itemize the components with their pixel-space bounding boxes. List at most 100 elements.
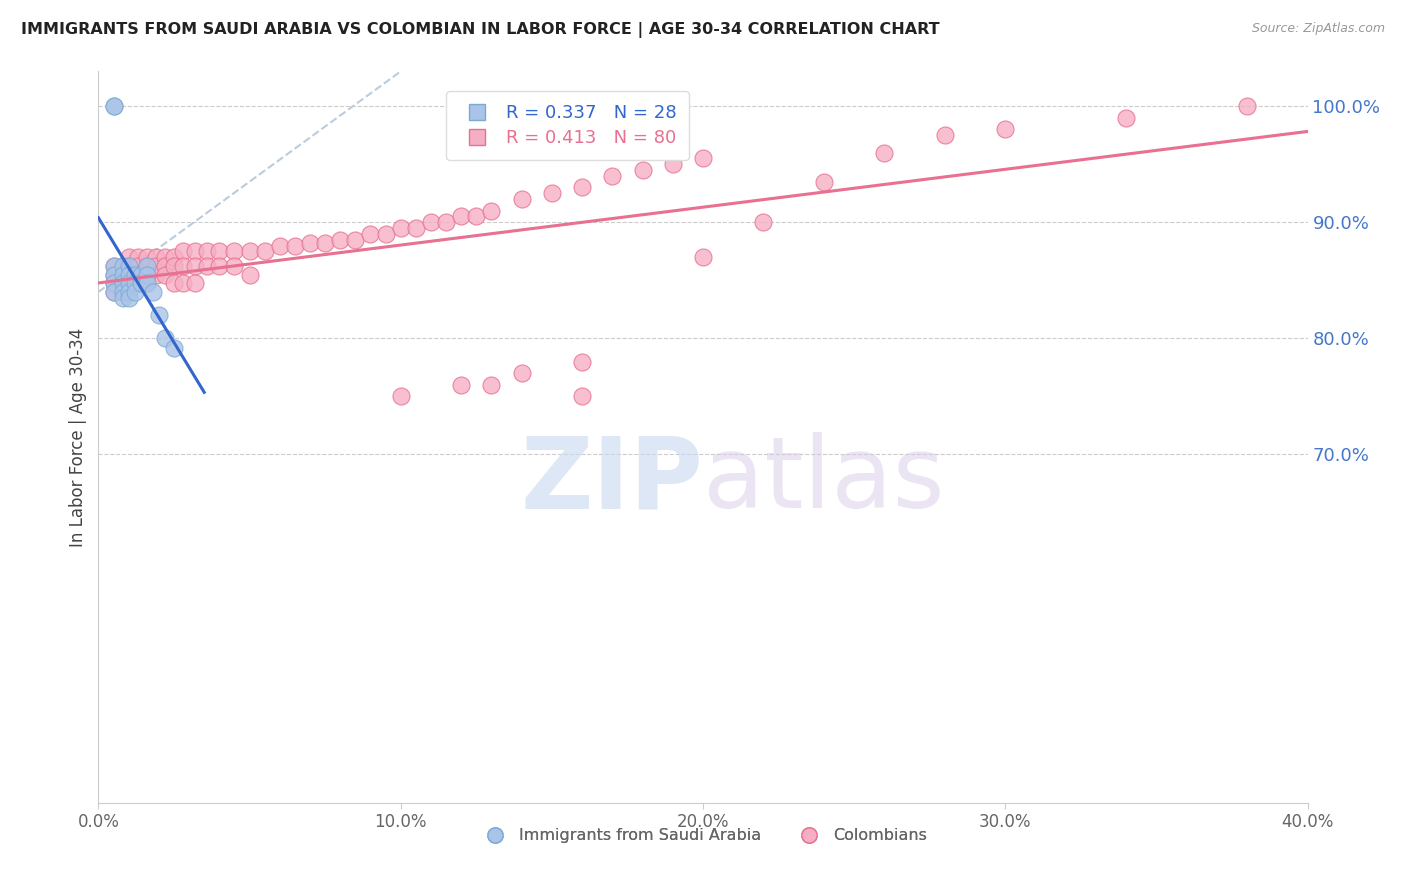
Point: [118, 285, 141, 299]
Point: [127, 268, 149, 282]
Point: [269, 238, 291, 252]
Point: [184, 260, 207, 274]
Text: ZIP: ZIP: [520, 433, 703, 530]
Text: atlas: atlas: [703, 433, 945, 530]
Point: [103, 260, 125, 274]
Point: [692, 250, 714, 264]
Point: [571, 180, 593, 194]
Point: [450, 377, 472, 392]
Point: [873, 145, 896, 160]
Point: [184, 276, 207, 290]
Point: [111, 268, 134, 282]
Point: [103, 268, 125, 282]
Point: [389, 389, 412, 403]
Point: [124, 268, 146, 282]
Point: [118, 250, 141, 264]
Point: [118, 268, 141, 282]
Point: [172, 276, 194, 290]
Point: [145, 260, 167, 274]
Point: [118, 291, 141, 305]
Point: [692, 152, 714, 166]
Point: [1236, 99, 1258, 113]
Point: [103, 268, 125, 282]
Point: [994, 122, 1017, 136]
Point: [195, 244, 218, 259]
Point: [329, 233, 352, 247]
Y-axis label: In Labor Force | Age 30-34: In Labor Force | Age 30-34: [69, 327, 87, 547]
Point: [103, 276, 125, 290]
Point: [145, 250, 167, 264]
Point: [420, 215, 443, 229]
Point: [124, 285, 146, 299]
Point: [103, 276, 125, 290]
Point: [389, 221, 412, 235]
Point: [135, 276, 157, 290]
Point: [118, 276, 141, 290]
Point: [299, 236, 322, 251]
Point: [142, 285, 165, 299]
Point: [465, 210, 488, 224]
Point: [934, 128, 956, 143]
Point: [145, 268, 167, 282]
Point: [124, 276, 146, 290]
Point: [118, 260, 141, 274]
Point: [153, 268, 176, 282]
Point: [111, 285, 134, 299]
Point: [661, 157, 683, 171]
Point: [360, 227, 382, 241]
Point: [163, 250, 186, 264]
Point: [127, 260, 149, 274]
Point: [135, 268, 157, 282]
Point: [208, 260, 231, 274]
Point: [510, 192, 533, 206]
Point: [111, 291, 134, 305]
Point: [163, 260, 186, 274]
Point: [208, 244, 231, 259]
Point: [344, 233, 367, 247]
Text: Source: ZipAtlas.com: Source: ZipAtlas.com: [1251, 22, 1385, 36]
Point: [111, 285, 134, 299]
Point: [571, 354, 593, 368]
Point: [129, 268, 152, 282]
Point: [224, 244, 246, 259]
Point: [602, 169, 624, 183]
Point: [153, 331, 176, 345]
Point: [127, 250, 149, 264]
Point: [111, 276, 134, 290]
Point: [163, 276, 186, 290]
Point: [172, 244, 194, 259]
Legend: Immigrants from Saudi Arabia, Colombians: Immigrants from Saudi Arabia, Colombians: [472, 822, 934, 850]
Point: [405, 221, 427, 235]
Point: [284, 238, 307, 252]
Point: [239, 244, 262, 259]
Point: [135, 250, 157, 264]
Point: [540, 186, 562, 201]
Point: [184, 244, 207, 259]
Point: [239, 268, 262, 282]
Point: [163, 341, 186, 355]
Point: [434, 215, 457, 229]
Point: [631, 163, 654, 178]
Point: [153, 250, 176, 264]
Point: [135, 268, 157, 282]
Point: [450, 210, 472, 224]
Point: [103, 99, 125, 113]
Point: [752, 215, 775, 229]
Point: [813, 175, 835, 189]
Point: [153, 260, 176, 274]
Point: [118, 276, 141, 290]
Point: [374, 227, 396, 241]
Point: [1115, 111, 1137, 125]
Point: [195, 260, 218, 274]
Point: [314, 236, 336, 251]
Point: [111, 260, 134, 274]
Point: [135, 260, 157, 274]
Point: [135, 276, 157, 290]
Point: [103, 285, 125, 299]
Point: [481, 203, 503, 218]
Point: [224, 260, 246, 274]
Point: [481, 377, 503, 392]
Point: [118, 268, 141, 282]
Point: [129, 276, 152, 290]
Point: [111, 276, 134, 290]
